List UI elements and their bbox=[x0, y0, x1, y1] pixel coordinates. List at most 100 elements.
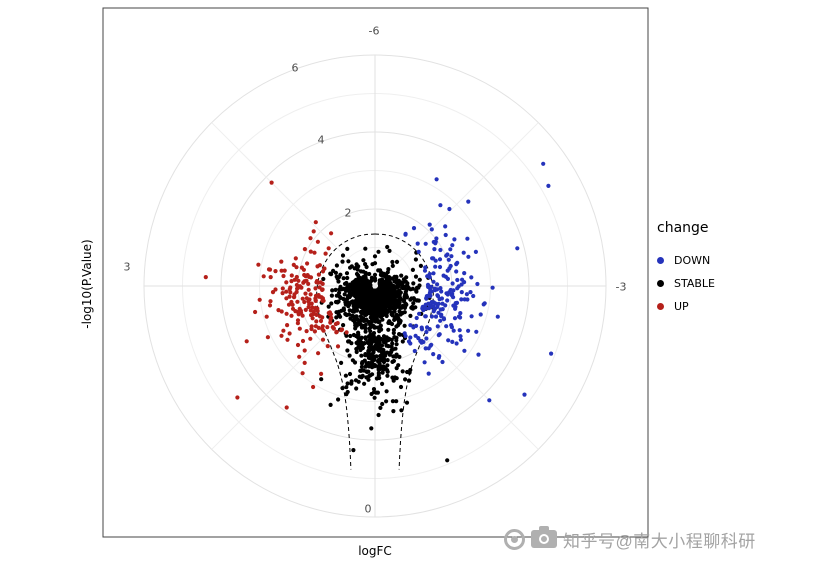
point-up bbox=[308, 249, 313, 254]
point-up bbox=[276, 308, 281, 313]
point-stable bbox=[330, 288, 335, 293]
point-down bbox=[447, 206, 452, 212]
point-stable bbox=[372, 346, 377, 351]
point-down bbox=[429, 342, 434, 347]
point-stable bbox=[334, 293, 339, 298]
point-stable bbox=[400, 285, 405, 290]
point-down bbox=[445, 268, 450, 273]
point-stable bbox=[384, 389, 389, 394]
point-stable bbox=[390, 259, 395, 265]
point-stable bbox=[363, 336, 368, 341]
point-down bbox=[437, 264, 443, 270]
point-up bbox=[316, 293, 321, 298]
point-stable bbox=[341, 276, 346, 281]
point-up bbox=[289, 313, 294, 318]
point-up bbox=[344, 330, 349, 335]
point-stable bbox=[380, 370, 385, 375]
point-stable bbox=[381, 282, 386, 287]
point-stable bbox=[391, 409, 396, 414]
point-down bbox=[416, 249, 421, 254]
point-stable bbox=[386, 320, 391, 325]
point-stable bbox=[328, 402, 333, 407]
point-down bbox=[437, 354, 442, 359]
point-stable bbox=[398, 384, 404, 390]
point-stable bbox=[389, 344, 394, 349]
point-stable bbox=[363, 294, 368, 299]
point-stable bbox=[390, 263, 395, 268]
point-down bbox=[425, 274, 430, 279]
point-up bbox=[273, 287, 278, 292]
point-down bbox=[455, 277, 460, 283]
point-down bbox=[431, 304, 436, 309]
point-down bbox=[451, 303, 456, 308]
point-up bbox=[282, 268, 287, 273]
point-stable bbox=[359, 335, 364, 340]
point-stable bbox=[370, 365, 375, 370]
point-down bbox=[458, 311, 463, 316]
point-down bbox=[431, 352, 436, 357]
point-stable bbox=[363, 329, 368, 334]
grid-spoke bbox=[211, 122, 376, 287]
point-down bbox=[478, 312, 483, 317]
point-up bbox=[303, 291, 308, 296]
point-stable bbox=[376, 412, 381, 418]
point-stable bbox=[362, 381, 367, 386]
point-stable bbox=[372, 395, 377, 400]
point-down bbox=[476, 352, 481, 357]
point-up bbox=[290, 302, 295, 307]
point-stable bbox=[397, 332, 402, 337]
point-stable bbox=[371, 331, 377, 336]
point-up bbox=[305, 261, 310, 266]
point-up bbox=[288, 285, 293, 290]
point-up bbox=[306, 304, 311, 310]
point-stable bbox=[383, 353, 388, 358]
point-stable bbox=[351, 318, 356, 323]
point-stable bbox=[337, 290, 342, 295]
point-up bbox=[322, 266, 327, 271]
point-stable bbox=[373, 339, 378, 344]
point-up bbox=[325, 325, 330, 330]
point-stable bbox=[400, 339, 405, 344]
point-stable bbox=[404, 302, 409, 307]
point-up bbox=[303, 307, 308, 312]
point-up bbox=[312, 250, 317, 255]
point-up bbox=[314, 319, 319, 324]
point-stable bbox=[375, 293, 380, 298]
point-up bbox=[304, 329, 309, 334]
point-down bbox=[437, 332, 442, 337]
point-down bbox=[445, 252, 450, 257]
point-stable bbox=[367, 297, 372, 302]
point-down bbox=[446, 338, 451, 343]
point-stable bbox=[388, 280, 393, 285]
point-up bbox=[320, 315, 325, 320]
point-stable bbox=[379, 288, 385, 293]
point-down bbox=[466, 328, 471, 333]
point-down bbox=[522, 392, 527, 397]
point-down bbox=[482, 301, 487, 306]
point-stable bbox=[391, 327, 396, 333]
point-stable bbox=[386, 289, 391, 294]
point-stable bbox=[380, 381, 385, 386]
point-down bbox=[549, 351, 554, 356]
point-stable bbox=[370, 372, 375, 377]
point-up bbox=[321, 328, 326, 333]
point-stable bbox=[409, 296, 414, 301]
point-stable bbox=[358, 347, 363, 353]
point-stable bbox=[391, 358, 396, 364]
theta-tick-pos3: 3 bbox=[123, 260, 131, 274]
point-down bbox=[429, 300, 434, 305]
point-stable bbox=[385, 244, 390, 250]
point-stable bbox=[385, 373, 390, 378]
point-stable bbox=[397, 302, 402, 307]
point-down bbox=[425, 325, 430, 330]
point-stable bbox=[355, 279, 360, 284]
threshold-curve bbox=[316, 233, 376, 470]
point-up bbox=[310, 316, 315, 321]
point-stable bbox=[361, 318, 366, 323]
point-stable bbox=[341, 296, 346, 302]
point-stable bbox=[343, 373, 348, 378]
point-stable bbox=[341, 323, 346, 328]
point-stable bbox=[351, 307, 356, 312]
point-up bbox=[300, 338, 306, 344]
point-down bbox=[465, 236, 470, 241]
